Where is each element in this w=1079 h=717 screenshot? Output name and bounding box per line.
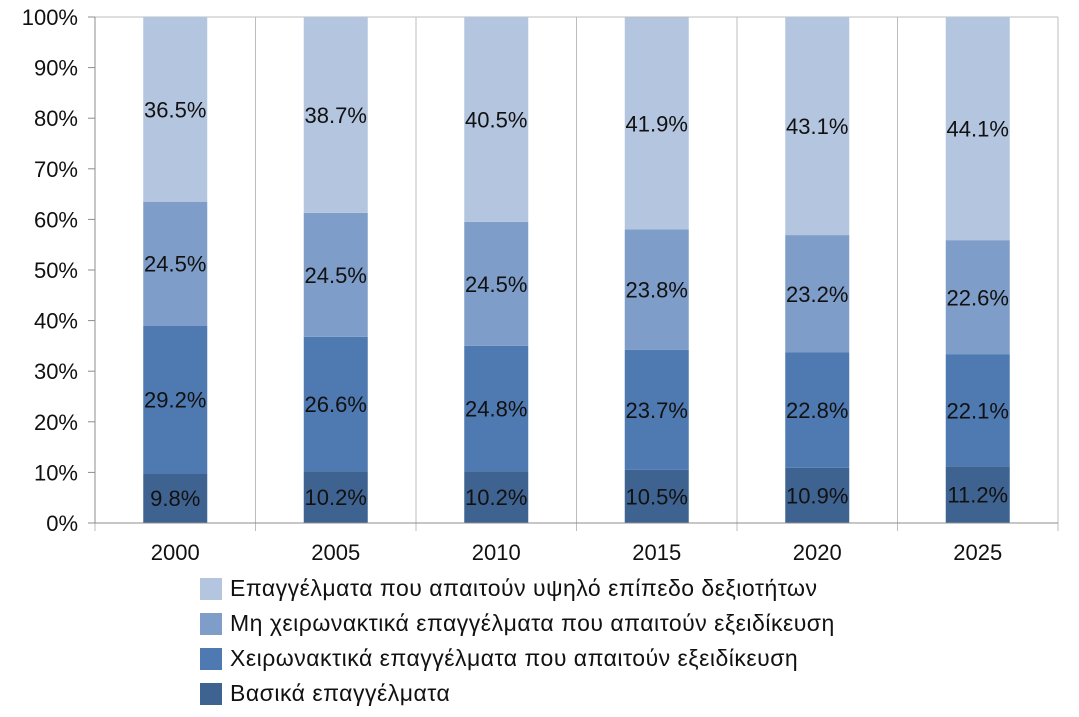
y-tick-label: 10% bbox=[34, 460, 78, 485]
legend-item: Επαγγέλματα που απαιτούν υψηλό επίπεδο δ… bbox=[200, 571, 1060, 606]
data-label: 9.8% bbox=[150, 486, 200, 511]
legend-label: Μη χειρωνακτικά επαγγέλματα που απαιτούν… bbox=[230, 610, 835, 636]
legend-swatch bbox=[200, 682, 222, 705]
legend-item: Χειρωνακτικά επαγγέλματα που απαιτούν εξ… bbox=[200, 641, 1060, 676]
bar-segment bbox=[143, 473, 208, 523]
x-tick-label: 2020 bbox=[793, 540, 842, 565]
data-label: 36.5% bbox=[144, 97, 206, 122]
bar-segment bbox=[785, 17, 850, 236]
bar-segment bbox=[464, 221, 529, 346]
bar-segment bbox=[785, 352, 850, 468]
bar-segment bbox=[303, 212, 368, 337]
bar-segment bbox=[624, 229, 689, 350]
data-label: 41.9% bbox=[626, 112, 688, 137]
bar-segment bbox=[624, 469, 689, 523]
y-tick-label: 60% bbox=[34, 207, 78, 232]
data-label: 40.5% bbox=[465, 107, 527, 132]
bar-segment bbox=[464, 471, 529, 523]
bar-segment bbox=[945, 17, 1010, 241]
data-label: 43.1% bbox=[786, 114, 848, 139]
legend-swatch bbox=[200, 647, 222, 670]
legend-label: Χειρωνακτικά επαγγέλματα που απαιτούν εξ… bbox=[230, 645, 799, 671]
data-label: 10.5% bbox=[626, 484, 688, 509]
bar-segment bbox=[303, 471, 368, 523]
legend-label: Βασικά επαγγέλματα bbox=[230, 680, 451, 706]
chart-legend: Επαγγέλματα που απαιτούν υψηλό επίπεδο δ… bbox=[200, 571, 1060, 711]
data-label: 29.2% bbox=[144, 388, 206, 413]
bar-segment bbox=[143, 325, 208, 474]
data-label: 23.2% bbox=[786, 282, 848, 307]
legend-item: Μη χειρωνακτικά επαγγέλματα που απαιτούν… bbox=[200, 606, 1060, 641]
x-tick-label: 2000 bbox=[151, 540, 200, 565]
x-tick-label: 2025 bbox=[953, 540, 1002, 565]
bar-segment bbox=[303, 336, 368, 472]
y-tick-label: 50% bbox=[34, 258, 78, 283]
bar-segment bbox=[143, 201, 208, 326]
x-tick-label: 2005 bbox=[311, 540, 360, 565]
data-label: 26.6% bbox=[305, 392, 367, 417]
bar-segment bbox=[624, 17, 689, 230]
data-label: 22.6% bbox=[947, 285, 1009, 310]
data-label: 10.9% bbox=[786, 483, 848, 508]
bar-segment bbox=[945, 466, 1010, 523]
data-label: 10.2% bbox=[465, 485, 527, 510]
y-tick-label: 100% bbox=[22, 5, 78, 30]
y-tick-label: 90% bbox=[34, 56, 78, 81]
stacked-bar-chart: 0% 10% 20% 30% 40% 50% 60% 70% 80% 90% 100% 9.8% 29.… bbox=[22, 5, 1059, 565]
bar-segment bbox=[624, 349, 689, 470]
y-tick-label: 30% bbox=[34, 359, 78, 384]
bar-segment bbox=[143, 17, 208, 202]
legend-swatch bbox=[200, 577, 222, 600]
y-tick-label: 20% bbox=[34, 410, 78, 435]
data-label: 10.2% bbox=[305, 485, 367, 510]
bar-segment bbox=[464, 17, 529, 222]
legend-item: Βασικά επαγγέλματα bbox=[200, 676, 1060, 711]
data-label: 24.5% bbox=[305, 263, 367, 288]
data-label: 24.5% bbox=[144, 252, 206, 277]
bar-segment bbox=[303, 17, 368, 213]
bar-segment bbox=[785, 235, 850, 353]
x-tick-label: 2010 bbox=[472, 540, 521, 565]
y-tick-label: 80% bbox=[34, 106, 78, 131]
y-tick-label: 70% bbox=[34, 157, 78, 182]
legend-swatch bbox=[200, 612, 222, 635]
y-tick-label: 40% bbox=[34, 309, 78, 334]
data-label: 23.8% bbox=[626, 278, 688, 303]
y-tick-label: 0% bbox=[46, 511, 78, 536]
data-label: 22.1% bbox=[947, 398, 1009, 423]
data-label: 44.1% bbox=[947, 117, 1009, 142]
bar-segment bbox=[785, 467, 850, 523]
data-label: 38.7% bbox=[305, 103, 367, 128]
data-label: 11.2% bbox=[947, 483, 1008, 508]
legend-label: Επαγγέλματα που απαιτούν υψηλό επίπεδο δ… bbox=[230, 575, 818, 601]
data-label: 24.8% bbox=[465, 397, 527, 422]
bar-segment bbox=[464, 345, 529, 472]
data-label: 24.5% bbox=[465, 272, 527, 297]
bar-segment bbox=[945, 354, 1010, 467]
bar-segment bbox=[945, 240, 1010, 355]
x-tick-label: 2015 bbox=[632, 540, 681, 565]
data-label: 22.8% bbox=[786, 398, 848, 423]
data-label: 23.7% bbox=[626, 398, 688, 423]
